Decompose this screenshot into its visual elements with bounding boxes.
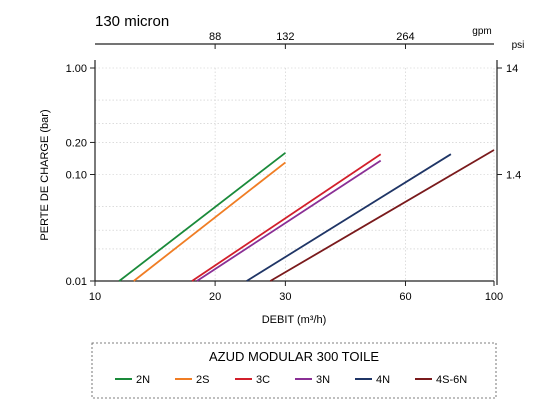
x-axis-label: DEBIT (m³/h) xyxy=(262,314,327,326)
series-line-4n xyxy=(246,153,452,282)
top-tick-label: 264 xyxy=(396,31,414,43)
legend-frame xyxy=(91,342,497,399)
series-line-3c xyxy=(191,153,382,282)
chart-title: 130 micron xyxy=(95,13,169,30)
legend-title: AZUD MODULAR 300 TOILE xyxy=(209,349,379,364)
y-tick-label: 1.00 xyxy=(66,63,87,75)
legend-label-2n: 2N xyxy=(136,374,150,386)
right-tick-label: 14 xyxy=(506,63,518,75)
legend-items: 2N 2S 3C 3N 4N 4S-6N xyxy=(115,374,467,386)
legend-label-4s-6n: 4S-6N xyxy=(436,374,467,386)
legend-label-3n: 3N xyxy=(316,374,330,386)
y-axis-label: PERTE DE CHARGE (bar) xyxy=(39,109,51,240)
x-tick-label: 60 xyxy=(399,291,411,303)
legend-label-3c: 3C xyxy=(256,374,270,386)
top-tick-label: 132 xyxy=(276,31,294,43)
y-tick-label: 0.10 xyxy=(66,170,87,182)
y-tick-label: 0.20 xyxy=(66,137,87,149)
series-line-2s xyxy=(133,161,286,282)
right-tick-label: 1.4 xyxy=(506,170,521,182)
axes: 10 20 30 60 100 0.01 0.10 0.20 1.00 88 132 264 14 1.4 xyxy=(66,31,522,303)
legend-label-2s: 2S xyxy=(196,374,209,386)
x-tick-label: 100 xyxy=(485,291,503,303)
x-tick-label: 30 xyxy=(279,291,291,303)
x-tick-label: 10 xyxy=(89,291,101,303)
series-line-3n xyxy=(196,159,382,282)
y-tick-label: 0.01 xyxy=(66,276,87,288)
right-axis-unit: psi xyxy=(512,40,525,51)
top-axis-unit: gpm xyxy=(472,26,491,37)
series-lines xyxy=(118,149,495,282)
legend-label-4n: 4N xyxy=(376,374,390,386)
series-line-4s-6n xyxy=(269,149,495,282)
grid xyxy=(94,67,495,281)
series-line-2n xyxy=(118,152,286,282)
top-tick-label: 88 xyxy=(209,31,221,43)
x-tick-label: 20 xyxy=(209,291,221,303)
legend: AZUD MODULAR 300 TOILE 2N 2S 3C 3N 4N 4S-6N xyxy=(91,342,497,399)
